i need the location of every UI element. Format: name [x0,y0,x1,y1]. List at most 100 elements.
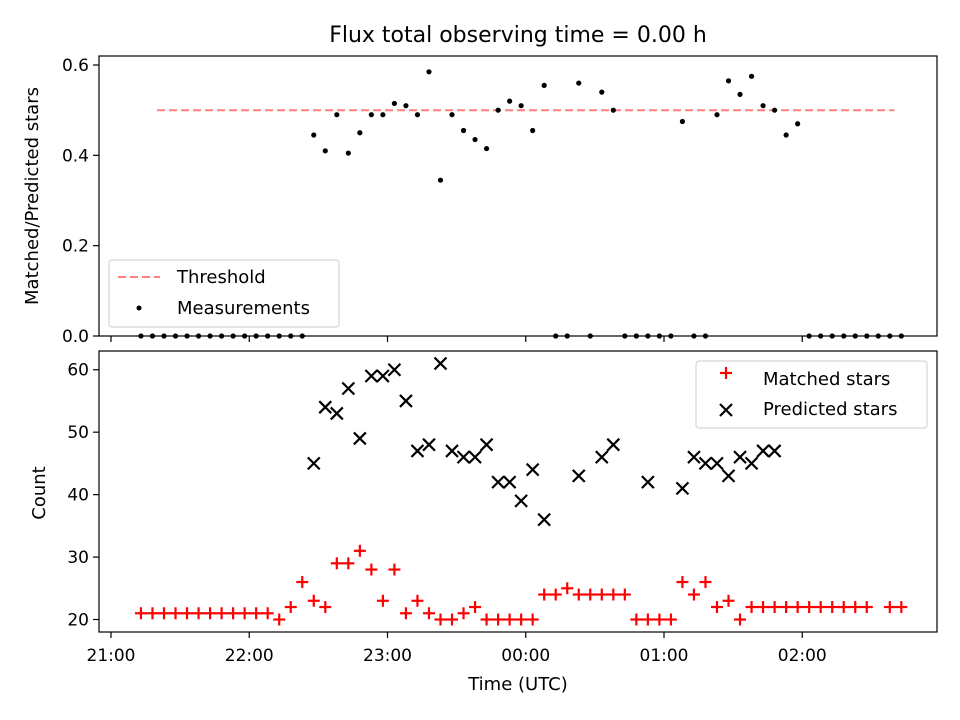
measurement-point [149,333,156,339]
measurement-point [530,127,536,134]
measurement-point [725,78,732,84]
measurement-point [380,112,386,118]
matched-star-point [803,601,816,614]
predicted-star-point [514,494,528,508]
matched-star-point [895,601,908,614]
matched-star-point [261,607,274,620]
predicted-star-point [479,437,494,452]
measurement-point [576,80,582,86]
predicted-star-point [306,456,321,471]
predicted-star-point [456,450,471,464]
predicted-star-point [721,469,736,483]
matched-star-point [607,588,620,601]
matched-star-point [446,613,459,626]
matched-star-point [653,613,666,626]
measurement-point [507,98,513,104]
measurement-point [829,333,835,339]
measurement-point [357,130,363,136]
measurement-point [518,103,524,109]
matched-star-point [422,607,435,620]
matched-star-point [353,544,366,557]
matched-star-point [134,607,147,620]
matched-star-point [584,588,597,601]
bottom-x-tick-label: 21:00 [87,646,136,666]
measurement-point [898,333,904,339]
matched-star-point [699,576,712,589]
measurement-point [772,107,778,113]
predicted-star-point [595,450,609,464]
predicted-star-point [767,444,782,458]
measurement-point [299,333,305,339]
matched-star-point [734,613,747,626]
matched-star-point [561,582,574,595]
matched-star-point [526,613,539,626]
measurement-point [541,82,547,88]
top-legend-box [108,259,340,328]
top-y-axis-label: Matched/Predicted stars [22,87,43,305]
bottom-x-tick-label: 00:00 [501,646,550,666]
matched-star-point [376,594,389,607]
measurement-point [265,333,271,339]
matched-star-point [284,601,297,614]
predicted-star-point [353,431,367,446]
top-plot-frame [98,55,938,337]
measurement-point [437,177,444,183]
measurement-point [403,103,409,109]
predicted-star-point [733,450,747,464]
measurement-point [161,333,167,339]
predicted-star-point [606,437,621,452]
predicted-star-point [641,475,655,489]
bottom-x-axis: 21:00 22:00 23:00 00:00 01:00 02:00 [87,632,827,666]
bottom-y-tick-label: 30 [67,548,89,568]
measurement-point [242,333,248,339]
predicted-star-point [491,475,505,489]
matched-star-point [745,601,758,614]
matched-star-point [538,588,551,601]
measurement-point [564,333,570,339]
measurement-point [622,333,628,339]
measurement-point [852,333,858,339]
chart-title: Flux total observing time = 0.00 h [329,23,707,48]
matched-star-point [641,613,654,626]
measurement-point [472,136,478,143]
predicted-star-point [571,469,586,483]
matched-star-point [250,607,263,620]
matched-star-point [572,588,585,601]
measurement-point [449,112,455,118]
matched-star-point [630,613,643,626]
matched-star-point [273,613,286,626]
measurement-point [679,118,686,125]
measurement-point [599,89,605,95]
matched-star-point [480,613,493,626]
predicted-star-point [537,512,551,527]
bottom-y-tick-label: 20 [67,611,89,631]
bottom-y-axis-label: Count [29,466,50,519]
matched-star-point [181,607,194,620]
matched-star-point [549,588,562,601]
measurement-point [748,73,755,79]
measurements-series [138,69,904,339]
threshold-legend-label: Threshold [176,267,266,288]
measurement-point [656,333,662,339]
measurement-point [219,333,225,339]
matched-star-point [399,607,412,620]
predicted-star-point [433,356,448,371]
matched-star-point [503,613,516,626]
measurement-point [610,107,616,113]
predicted-star-point [387,362,402,377]
predicted-star-point [744,456,759,471]
measurement-point [587,333,593,339]
measurement-point [702,333,709,339]
matched-star-point [814,601,827,614]
measurement-point [714,112,720,118]
top-x-axis [110,336,803,342]
matched-star-point [307,594,320,607]
matched-star-point [469,601,482,614]
matched-star-point [192,607,205,620]
predicted-star-point [410,444,425,458]
matched-stars-legend-swatch [720,367,732,379]
bottom-legend: Matched stars Predicted stars [695,360,928,429]
measurement-point [841,333,847,339]
top-y-tick-label: 0.0 [62,327,89,347]
